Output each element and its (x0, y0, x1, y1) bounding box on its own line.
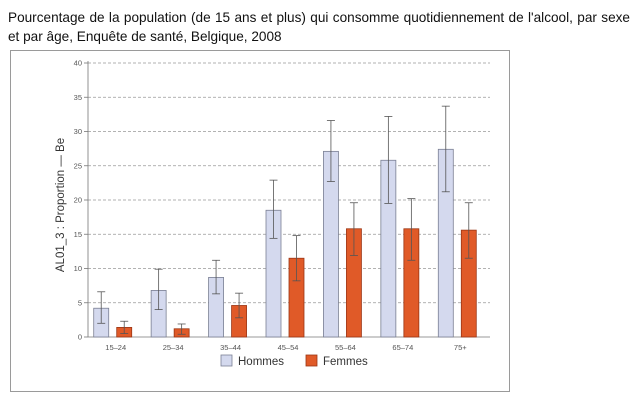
x-tick-label: 15–24 (105, 343, 126, 352)
legend-label-hommes: Hommes (238, 356, 284, 368)
legend-swatch-hommes (220, 354, 233, 367)
x-tick-label: 25–34 (163, 343, 184, 352)
y-tick-label: 40 (74, 59, 82, 68)
y-tick-label: 25 (74, 161, 82, 170)
legend-swatch-femmes (305, 354, 318, 367)
chart-frame: 0 5 10 15 20 25 30 35 40 AL01_3 : Proportion — Be… (10, 50, 510, 392)
legend-label-femmes: Femmes (323, 356, 368, 368)
y-tick-label: 10 (74, 264, 82, 273)
y-tick-label: 0 (78, 333, 82, 342)
y-tick-label: 20 (74, 196, 82, 205)
y-tick-label: 30 (74, 127, 82, 136)
x-tick-label: 35–44 (220, 343, 241, 352)
chart-svg: 0 5 10 15 20 25 30 35 40 AL01_3 : Proportion — Be… (55, 59, 490, 368)
y-tick-label: 5 (78, 298, 82, 307)
x-tick-label: 45–54 (278, 343, 299, 352)
y-axis-label: AL01_3 : Proportion — Be (55, 138, 67, 272)
y-tick-label: 35 (74, 93, 82, 102)
x-tick-label: 75+ (454, 343, 467, 352)
y-tick-label: 15 (74, 230, 82, 239)
x-tick-label: 65–74 (392, 343, 413, 352)
x-tick-label: 55–64 (335, 343, 356, 352)
chart-caption: Pourcentage de la population (de 15 ans … (8, 10, 630, 44)
